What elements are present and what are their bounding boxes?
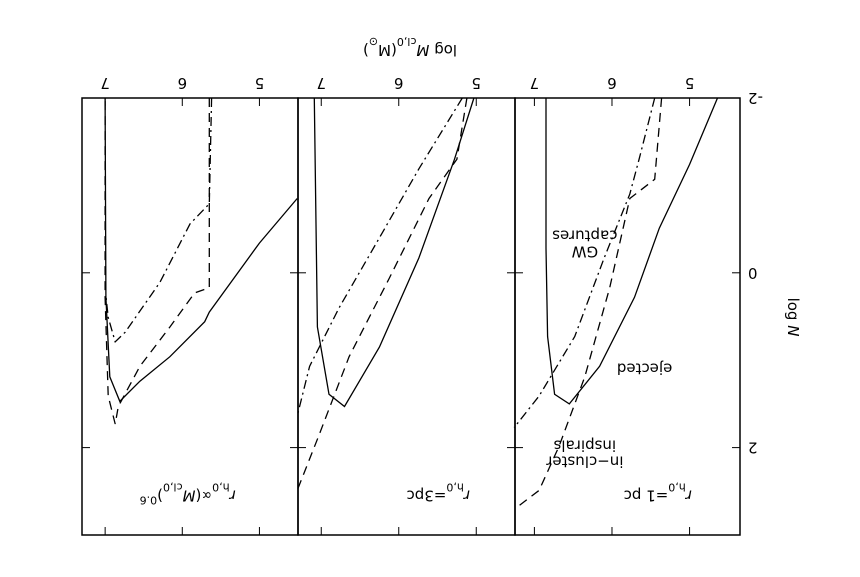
data-line — [296, 97, 463, 417]
text-part: N — [784, 325, 802, 336]
panel-title: rh,0∝(Mcl,0)0.6 — [140, 481, 236, 507]
panel-title: rh,0=1 pc — [624, 481, 692, 505]
annotation: in−cluster — [545, 452, 623, 470]
text-part: ) — [157, 486, 163, 504]
panel-title: rh,0=3pc — [407, 481, 471, 505]
text-part: h,0 — [668, 481, 685, 494]
y-tick-label: 0 — [748, 264, 758, 282]
x-tick-label: 5 — [685, 74, 695, 92]
x-axis-title: log Mcl,0(M⊙) — [363, 36, 457, 60]
x-tick-label: 6 — [394, 74, 404, 92]
text-part: =1 pc — [624, 486, 669, 504]
annotation: GW — [571, 243, 598, 261]
x-tick-label: 7 — [100, 74, 110, 92]
data-line — [313, 97, 475, 408]
data-line — [513, 97, 656, 428]
text-part: =3pc — [407, 486, 447, 504]
text-part: h,0 — [212, 481, 229, 494]
panel-frame — [297, 97, 516, 536]
x-tick-label: 5 — [471, 74, 481, 92]
data-line — [105, 97, 213, 344]
text-part: ∝( — [196, 486, 213, 504]
text-part: ) — [363, 41, 369, 59]
text-part: M — [416, 41, 429, 59]
x-tick-label: 5 — [255, 74, 265, 92]
text-part: (M — [378, 41, 397, 59]
data-line — [516, 97, 663, 508]
panel-frame — [81, 97, 299, 536]
text-part: r — [463, 486, 470, 504]
text-part: M — [183, 486, 196, 504]
text-part: r — [229, 486, 236, 504]
text-part: cl,0 — [163, 481, 183, 494]
y-axis-title: log N — [784, 298, 802, 337]
data-line — [296, 97, 468, 491]
x-tick-label: 6 — [607, 74, 617, 92]
data-line — [104, 97, 298, 403]
text-part: h,0 — [446, 481, 463, 494]
y-tick-label: 2 — [748, 439, 758, 457]
x-tick-label: 7 — [316, 74, 326, 92]
text-part: log — [784, 298, 802, 326]
data-line — [545, 97, 719, 405]
text-part: cl,0 — [397, 36, 417, 49]
annotation: captures — [552, 227, 617, 245]
text-part: ⊙ — [369, 36, 378, 49]
annotation: inspirals — [553, 436, 616, 454]
text-part: log — [429, 41, 457, 59]
x-tick-label: 6 — [178, 74, 188, 92]
annotation: ejected — [617, 360, 673, 378]
text-part: r — [685, 486, 692, 504]
data-line — [104, 98, 210, 425]
text-part: 0.6 — [140, 494, 158, 507]
y-tick-label: -2 — [748, 89, 763, 107]
x-tick-label: 7 — [530, 74, 540, 92]
